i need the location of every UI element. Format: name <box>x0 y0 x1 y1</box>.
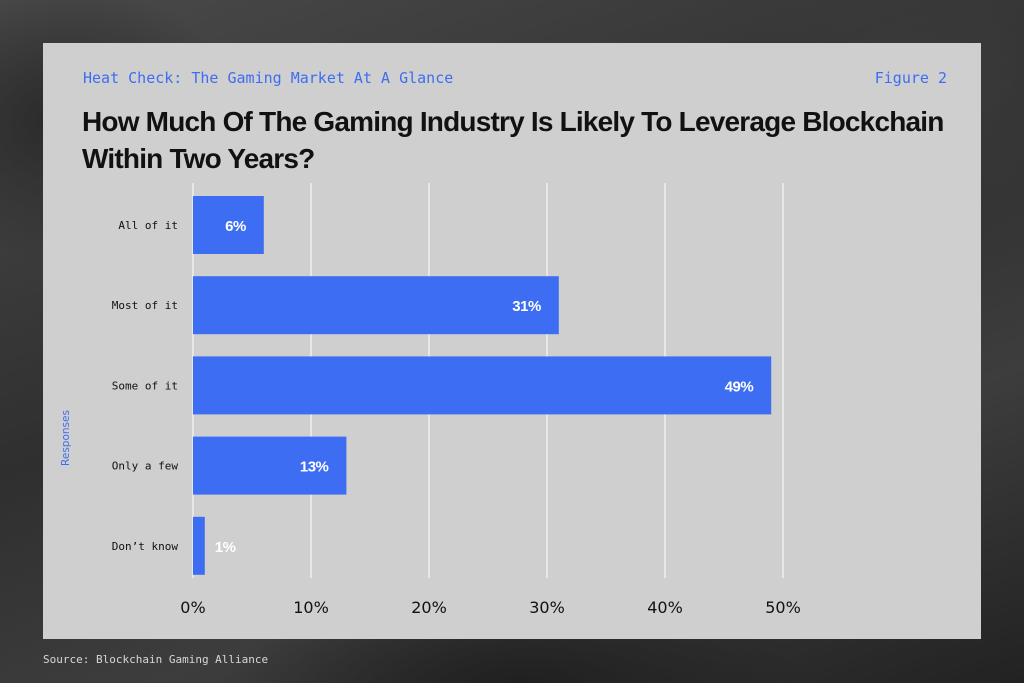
category-label: Only a few <box>112 460 179 473</box>
bar-value-label: 49% <box>725 378 754 395</box>
x-tick-label: 30% <box>529 598 565 617</box>
bar-value-label: 31% <box>512 298 541 315</box>
bar-value-label: 6% <box>225 218 246 235</box>
bar <box>193 276 559 335</box>
bar-value-label: 13% <box>300 459 329 476</box>
category-label: All of it <box>118 219 178 232</box>
bar-chart: 0% 10% 20% 30% 40% 50% All of it 6% Most of it 31… <box>112 183 801 617</box>
x-tick-label: 20% <box>411 598 447 617</box>
kicker-text: Heat Check: The Gaming Market At A Glanc… <box>83 69 454 87</box>
x-tick-label: 10% <box>293 598 329 617</box>
bar-value-label: 1% <box>215 539 236 556</box>
bar <box>193 196 264 254</box>
bar <box>193 516 205 575</box>
figure-label: Figure 2 <box>874 69 947 87</box>
x-tick-label: 40% <box>647 598 683 617</box>
bar <box>193 356 772 415</box>
category-label: Most of it <box>112 299 178 312</box>
x-tick-label: 50% <box>765 598 801 617</box>
chart-card: Heat Check: The Gaming Market At A Glanc… <box>43 43 981 639</box>
x-tick-label: 0% <box>180 598 205 617</box>
category-label: Don’t know <box>112 540 179 553</box>
chart-title: How Much Of The Gaming Industry Is Likel… <box>82 106 944 174</box>
category-label: Some of it <box>112 379 178 392</box>
source-note: Source: Blockchain Gaming Alliance <box>43 653 269 666</box>
bar <box>193 436 347 495</box>
